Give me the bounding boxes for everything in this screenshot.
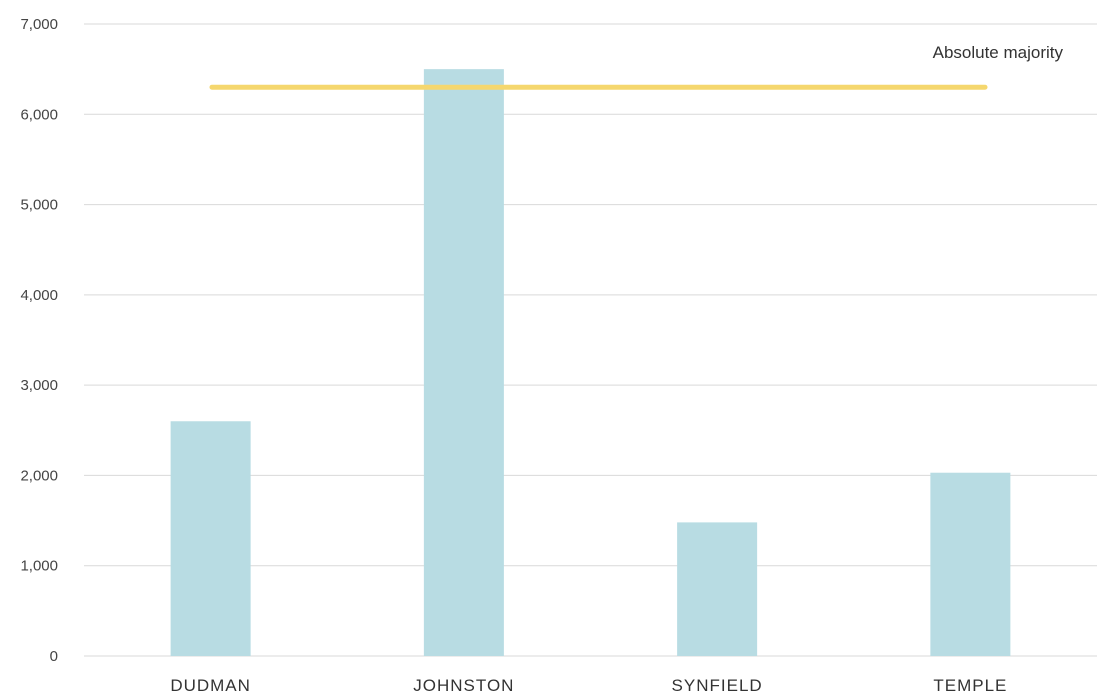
y-tick-label: 1,000 — [20, 558, 58, 575]
bar-temple — [930, 472, 1011, 656]
bar-johnston — [423, 69, 504, 656]
reference-line-group: Absolute majority — [209, 43, 1064, 90]
y-tick-label: 3,000 — [20, 377, 58, 394]
y-tick-label: 2,000 — [20, 467, 58, 484]
y-tick-label: 0 — [50, 648, 58, 665]
x-category-label: JOHNSTON — [413, 676, 514, 695]
y-tick-label: 5,000 — [20, 197, 58, 214]
x-category-label: TEMPLE — [933, 676, 1007, 695]
bar-synfield — [677, 522, 758, 656]
x-category-label: SYNFIELD — [672, 676, 763, 695]
bars — [170, 69, 1011, 656]
x-category-label: DUDMAN — [170, 676, 251, 695]
y-tick-label: 4,000 — [20, 287, 58, 304]
bar-dudman — [170, 421, 251, 656]
gridlines — [84, 23, 1097, 657]
absolute-majority-label: Absolute majority — [933, 43, 1064, 62]
y-tick-label: 7,000 — [20, 16, 58, 33]
y-axis-tick-labels: 0 1,000 2,000 3,000 4,000 5,000 6,000 7,000 — [20, 16, 58, 665]
y-tick-label: 6,000 — [20, 106, 58, 123]
x-axis-category-labels: DUDMAN JOHNSTON SYNFIELD TEMPLE — [170, 676, 1007, 695]
